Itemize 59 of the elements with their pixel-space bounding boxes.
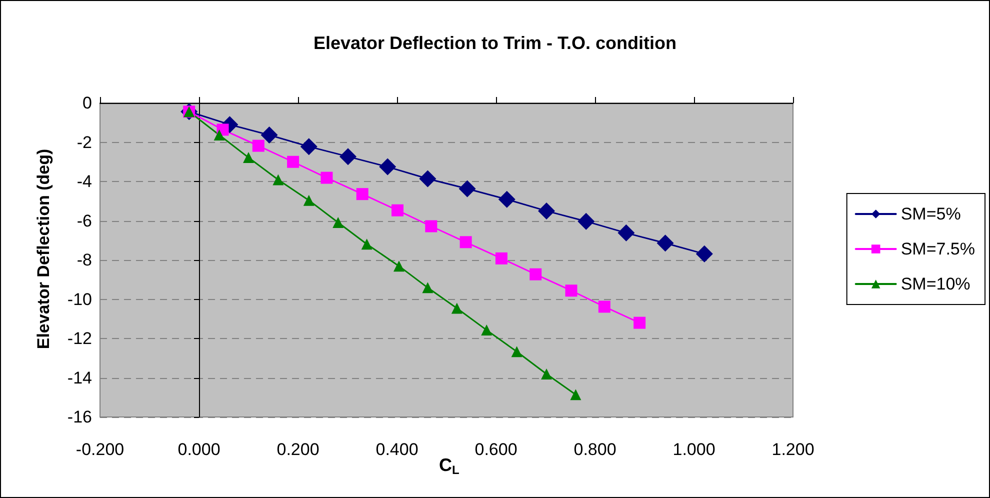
x-tick-label: 0.800 [574, 440, 616, 459]
point [303, 194, 314, 206]
y-axis-title: Elevator Deflection (deg) [34, 148, 53, 350]
point [272, 174, 284, 186]
point [530, 268, 542, 280]
point [511, 346, 522, 358]
point [379, 158, 396, 176]
point [393, 260, 404, 272]
point [214, 129, 225, 140]
x-tick-label: 1.200 [772, 440, 814, 459]
y-tick-label: 0 [82, 94, 92, 112]
y-tick-label: -8 [76, 250, 92, 270]
x-tick-label: 0.200 [276, 440, 320, 459]
point [451, 302, 462, 314]
point [243, 152, 254, 164]
y-tick-label: -4 [76, 172, 92, 191]
legend-label: SM=5% [900, 204, 961, 224]
point [495, 252, 508, 264]
point [391, 204, 404, 216]
point [634, 316, 646, 329]
point [618, 224, 635, 242]
point [339, 148, 356, 166]
y-tick-label: -16 [67, 408, 92, 426]
point [287, 156, 300, 168]
x-tick-label: -0.200 [76, 440, 124, 459]
point [538, 202, 555, 220]
x-tick-label: 1.000 [672, 440, 716, 459]
point [419, 170, 436, 188]
y-tick-label: -6 [76, 211, 92, 230]
y-tick-label: -14 [67, 368, 92, 388]
chart-title: Elevator Deflection to Trim - T.O. condition [313, 33, 677, 53]
x-tick-label: 0.400 [376, 440, 418, 459]
point [260, 126, 278, 144]
point [565, 284, 578, 297]
point [320, 172, 333, 184]
point [252, 140, 264, 152]
point [361, 238, 372, 250]
point [300, 138, 318, 156]
point [481, 324, 492, 336]
point [570, 389, 582, 400]
point [332, 217, 344, 228]
legend-label: SM=7.5% [900, 240, 976, 258]
x-tick-label: 0.600 [474, 440, 518, 459]
point [696, 245, 713, 262]
y-tick-label: -10 [67, 290, 92, 309]
point [498, 190, 516, 208]
y-tick-label: -2 [76, 132, 92, 152]
point [458, 180, 476, 198]
x-tick-label: 0.000 [178, 440, 220, 459]
point [422, 282, 434, 294]
point [598, 300, 610, 313]
y-tick-label: -12 [67, 329, 92, 348]
point [656, 234, 674, 252]
point [425, 220, 438, 232]
legend-label: SM=10% [900, 274, 970, 294]
point [578, 212, 595, 230]
point [460, 236, 472, 248]
point [540, 368, 552, 380]
point [356, 188, 368, 200]
